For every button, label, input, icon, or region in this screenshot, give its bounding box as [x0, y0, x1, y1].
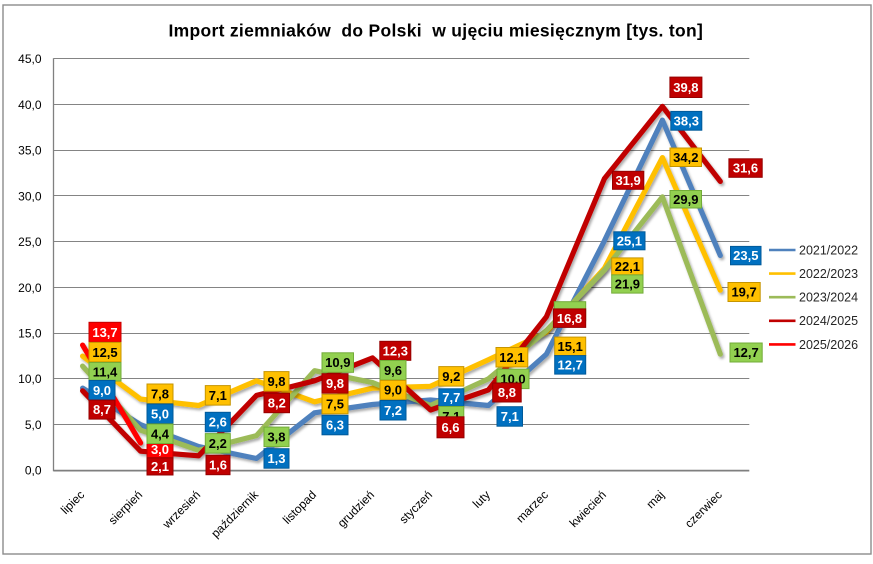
svg-text:10,9: 10,9	[325, 355, 350, 370]
svg-text:9,0: 9,0	[384, 383, 402, 398]
svg-text:13,7: 13,7	[92, 325, 117, 340]
svg-text:6,3: 6,3	[326, 418, 344, 433]
svg-text:11,4: 11,4	[93, 364, 118, 379]
svg-text:12,1: 12,1	[499, 350, 524, 365]
svg-text:9,2: 9,2	[442, 369, 460, 384]
svg-text:12,7: 12,7	[558, 358, 583, 373]
svg-text:7,1: 7,1	[209, 388, 227, 403]
svg-text:22,1: 22,1	[615, 259, 640, 274]
svg-text:2,6: 2,6	[209, 415, 227, 430]
svg-text:8,7: 8,7	[93, 402, 111, 417]
svg-text:31,9: 31,9	[615, 173, 640, 188]
svg-text:9,8: 9,8	[326, 376, 344, 391]
svg-text:2,1: 2,1	[151, 459, 169, 474]
svg-text:12,3: 12,3	[383, 343, 408, 358]
svg-text:31,6: 31,6	[733, 161, 758, 176]
svg-text:0,0: 0,0	[25, 464, 42, 478]
svg-text:15,1: 15,1	[558, 339, 583, 354]
svg-text:7,7: 7,7	[442, 390, 460, 405]
svg-text:5,0: 5,0	[151, 406, 169, 421]
svg-text:2,2: 2,2	[209, 436, 227, 451]
svg-text:3,0: 3,0	[151, 442, 169, 457]
svg-text:1,6: 1,6	[209, 458, 227, 473]
svg-text:2021/2022: 2021/2022	[799, 243, 858, 257]
svg-text:29,9: 29,9	[673, 192, 698, 207]
svg-text:2024/2025: 2024/2025	[799, 314, 858, 328]
svg-text:39,8: 39,8	[673, 80, 698, 95]
svg-text:2022/2023: 2022/2023	[799, 267, 858, 281]
svg-text:15,0: 15,0	[18, 327, 42, 341]
svg-text:19,7: 19,7	[731, 285, 756, 300]
svg-text:7,8: 7,8	[151, 386, 169, 401]
svg-text:2025/2026: 2025/2026	[799, 338, 858, 352]
svg-text:25,1: 25,1	[617, 233, 642, 248]
svg-text:4,4: 4,4	[151, 426, 170, 441]
svg-text:9,0: 9,0	[93, 383, 111, 398]
svg-text:8,2: 8,2	[268, 396, 286, 411]
svg-text:3,8: 3,8	[267, 430, 285, 445]
svg-text:16,8: 16,8	[557, 311, 582, 326]
svg-text:7,1: 7,1	[501, 409, 519, 424]
svg-text:7,5: 7,5	[326, 397, 344, 412]
svg-text:38,3: 38,3	[674, 113, 699, 128]
svg-text:9,6: 9,6	[384, 363, 402, 378]
svg-text:1,3: 1,3	[267, 451, 285, 466]
svg-text:34,2: 34,2	[673, 150, 698, 165]
svg-text:12,7: 12,7	[733, 345, 758, 360]
svg-text:6,6: 6,6	[441, 420, 459, 435]
svg-text:7,2: 7,2	[384, 403, 402, 418]
svg-text:25,0: 25,0	[18, 235, 42, 249]
svg-text:Import ziemniaków do Polski: Import ziemniaków do Polski w ujęciu mie…	[168, 20, 703, 40]
svg-text:2023/2024: 2023/2024	[799, 291, 858, 305]
svg-text:23,5: 23,5	[733, 248, 758, 263]
svg-text:10,0: 10,0	[18, 372, 42, 386]
svg-text:9,8: 9,8	[267, 374, 285, 389]
svg-text:21,9: 21,9	[615, 277, 640, 292]
svg-text:45,0: 45,0	[18, 52, 42, 66]
svg-text:5,0: 5,0	[25, 418, 42, 432]
svg-text:35,0: 35,0	[18, 144, 42, 158]
svg-text:20,0: 20,0	[18, 281, 42, 295]
svg-text:40,0: 40,0	[18, 98, 42, 112]
svg-text:12,5: 12,5	[92, 345, 117, 360]
svg-text:30,0: 30,0	[18, 189, 42, 203]
svg-text:8,8: 8,8	[498, 385, 516, 400]
